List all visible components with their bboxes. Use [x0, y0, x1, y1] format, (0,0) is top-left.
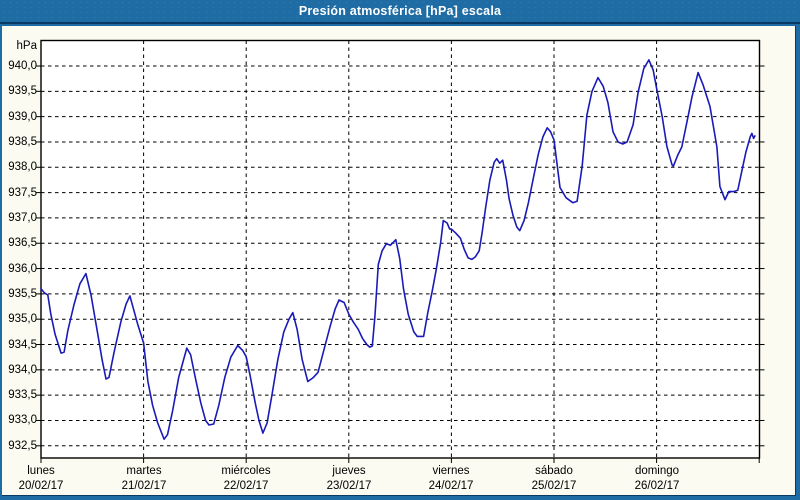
y-tick-label: 938,5 [8, 136, 37, 148]
x-day-name-label: domingo [634, 465, 680, 477]
y-tick-label: 932,5 [8, 440, 37, 452]
x-day-name-label: lunes [27, 465, 55, 477]
y-tick-label: 933,0 [8, 414, 37, 426]
x-day-date-label: 23/02/17 [326, 480, 372, 492]
x-day-date-label: 21/02/17 [121, 480, 167, 492]
y-axis-unit-label: hPa [16, 40, 37, 52]
x-day-name-label: jueves [332, 465, 366, 477]
chart-title: Presión atmosférica [hPa] escala [298, 4, 502, 18]
x-day-date-label: 25/02/17 [531, 480, 577, 492]
x-day-date-label: 20/02/17 [18, 480, 64, 492]
y-tick-label: 935,5 [8, 288, 37, 300]
title-bar: Presión atmosférica [hPa] escala [0, 0, 800, 24]
x-day-name-label: martes [126, 465, 162, 477]
x-day-name-label: miércoles [221, 465, 271, 477]
y-tick-label: 937,0 [8, 212, 37, 224]
y-tick-label: 939,5 [8, 85, 37, 97]
y-tick-label: 935,0 [8, 313, 37, 325]
x-day-name-label: sábado [535, 465, 573, 477]
x-day-date-label: 26/02/17 [634, 480, 680, 492]
y-tick-label: 934,5 [8, 339, 37, 351]
y-tick-label: 938,0 [8, 161, 37, 173]
y-tick-label: 936,5 [8, 237, 37, 249]
y-tick-label: 936,0 [8, 263, 37, 275]
y-tick-label: 933,5 [8, 389, 37, 401]
y-tick-label: 939,0 [8, 111, 37, 123]
x-day-name-label: viernes [432, 465, 470, 477]
y-tick-label: 934,0 [8, 364, 37, 376]
y-tick-label: 937,5 [8, 187, 37, 199]
chart-background [2, 26, 796, 496]
y-tick-label: 940,0 [8, 60, 37, 72]
x-day-date-label: 24/02/17 [428, 480, 474, 492]
x-day-date-label: 22/02/17 [223, 480, 269, 492]
